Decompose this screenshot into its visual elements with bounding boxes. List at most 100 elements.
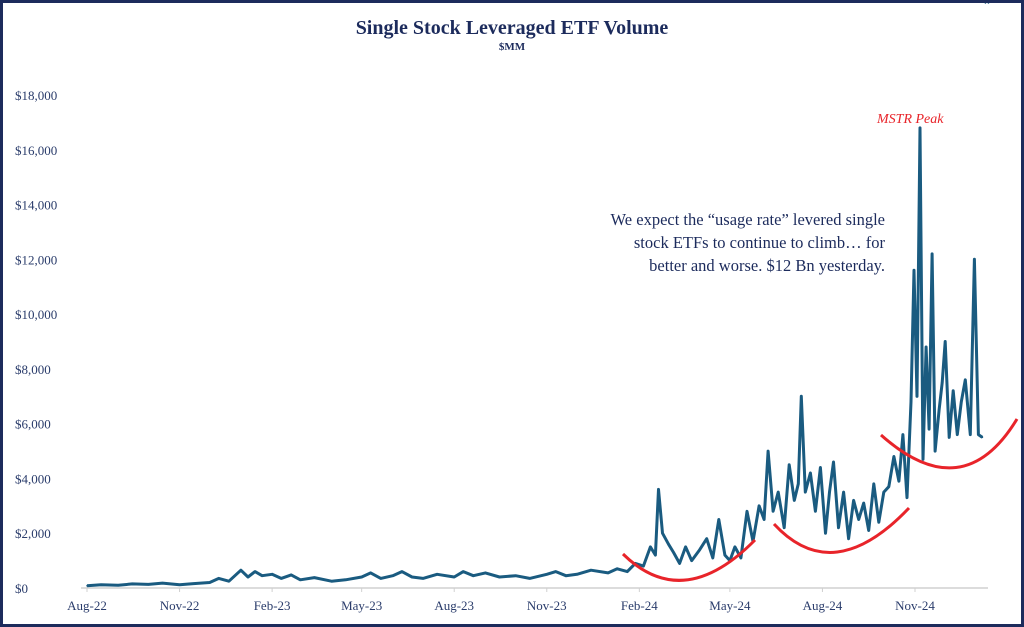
data-point — [100, 583, 102, 586]
data-point — [379, 577, 382, 580]
data-point — [117, 584, 119, 587]
trend-arc-1 — [621, 538, 757, 582]
data-point — [228, 580, 230, 582]
data-point — [147, 583, 150, 586]
data-point — [934, 450, 936, 452]
data-point — [626, 570, 629, 573]
data-point — [649, 546, 652, 548]
data-point — [718, 518, 720, 521]
x-tick-label: Aug-24 — [803, 598, 843, 613]
data-point — [411, 576, 413, 578]
data-point — [299, 578, 302, 581]
chart-subtitle: $MM — [498, 41, 526, 53]
x-tick-label: Aug-22 — [67, 598, 107, 613]
data-point — [960, 400, 963, 403]
data-point — [938, 409, 940, 411]
data-point — [902, 433, 904, 436]
volume-series-line — [86, 126, 984, 588]
data-point — [528, 577, 531, 580]
data-point — [472, 574, 475, 577]
commentary-line: better and worse. $12 Bn yesterday. — [649, 256, 885, 275]
data-point — [462, 570, 465, 573]
data-point — [906, 496, 908, 499]
y-tick-label: $16,000 — [15, 143, 57, 158]
x-tick-label: Nov-22 — [160, 598, 200, 613]
data-point — [616, 568, 619, 570]
data-point — [842, 491, 845, 493]
y-tick-label: $2,000 — [15, 526, 51, 541]
data-point — [819, 466, 822, 469]
data-point — [862, 502, 865, 504]
data-point — [330, 580, 333, 582]
data-point — [893, 455, 895, 458]
data-point — [698, 548, 701, 551]
x-tick-label: Nov-24 — [895, 598, 935, 613]
data-point — [788, 463, 791, 466]
data-point — [667, 543, 670, 545]
data-point — [247, 576, 249, 578]
data-point — [178, 583, 181, 586]
data-point — [498, 576, 501, 578]
data-point — [793, 499, 796, 502]
data-point — [555, 570, 557, 573]
data-point — [453, 576, 456, 578]
data-point — [678, 562, 681, 565]
y-tick-label: $6,000 — [15, 417, 51, 432]
data-point — [987, 3, 990, 4]
data-point — [369, 572, 372, 574]
data-point — [690, 559, 693, 562]
data-point — [313, 576, 316, 579]
data-point — [783, 526, 786, 529]
data-point — [607, 572, 609, 574]
data-point — [261, 574, 263, 577]
y-tick-label: $18,000 — [15, 88, 57, 103]
data-point — [360, 576, 363, 578]
data-point — [928, 428, 930, 430]
data-point — [977, 433, 980, 436]
data-point — [161, 582, 164, 584]
data-point — [809, 472, 812, 474]
data-point — [973, 258, 976, 261]
data-point — [217, 577, 220, 580]
data-point — [948, 436, 951, 439]
data-point — [280, 577, 282, 580]
data-point — [734, 546, 736, 548]
x-tick-label: May-24 — [709, 598, 751, 613]
data-point — [883, 491, 885, 493]
data-point — [271, 573, 273, 576]
commentary-line: stock ETFs to continue to climb… for — [633, 233, 885, 252]
data-point — [804, 491, 807, 493]
y-tick-label: $4,000 — [15, 471, 51, 486]
data-point — [824, 532, 827, 535]
trend-arc-2 — [772, 506, 911, 554]
data-point — [964, 379, 967, 381]
data-point — [852, 499, 855, 502]
data-point — [684, 546, 687, 548]
data-point — [919, 127, 921, 129]
data-point — [401, 570, 403, 573]
data-point — [847, 537, 850, 540]
data-point — [969, 433, 972, 436]
chart-title: Single Stock Leveraged ETF Volume — [355, 17, 669, 39]
data-point — [740, 557, 742, 559]
data-point — [514, 574, 517, 577]
data-point — [208, 581, 211, 584]
data-point — [436, 573, 438, 576]
data-point — [925, 346, 927, 348]
data-point — [576, 573, 578, 576]
commentary-line: We expect the “usage rate” levered singl… — [610, 210, 885, 229]
data-point — [192, 582, 195, 585]
x-tick-label: Feb-24 — [621, 598, 658, 613]
data-point — [797, 483, 800, 485]
x-tick-label: Aug-23 — [434, 598, 474, 613]
data-point — [724, 554, 726, 556]
data-point — [661, 532, 664, 535]
data-point — [746, 510, 748, 513]
data-point — [545, 573, 548, 576]
data-point — [590, 569, 592, 571]
data-point — [711, 557, 714, 559]
data-point — [872, 483, 875, 485]
x-tick-label: Feb-23 — [254, 598, 291, 613]
x-tick-label: May-23 — [341, 598, 382, 613]
data-point — [944, 340, 946, 343]
